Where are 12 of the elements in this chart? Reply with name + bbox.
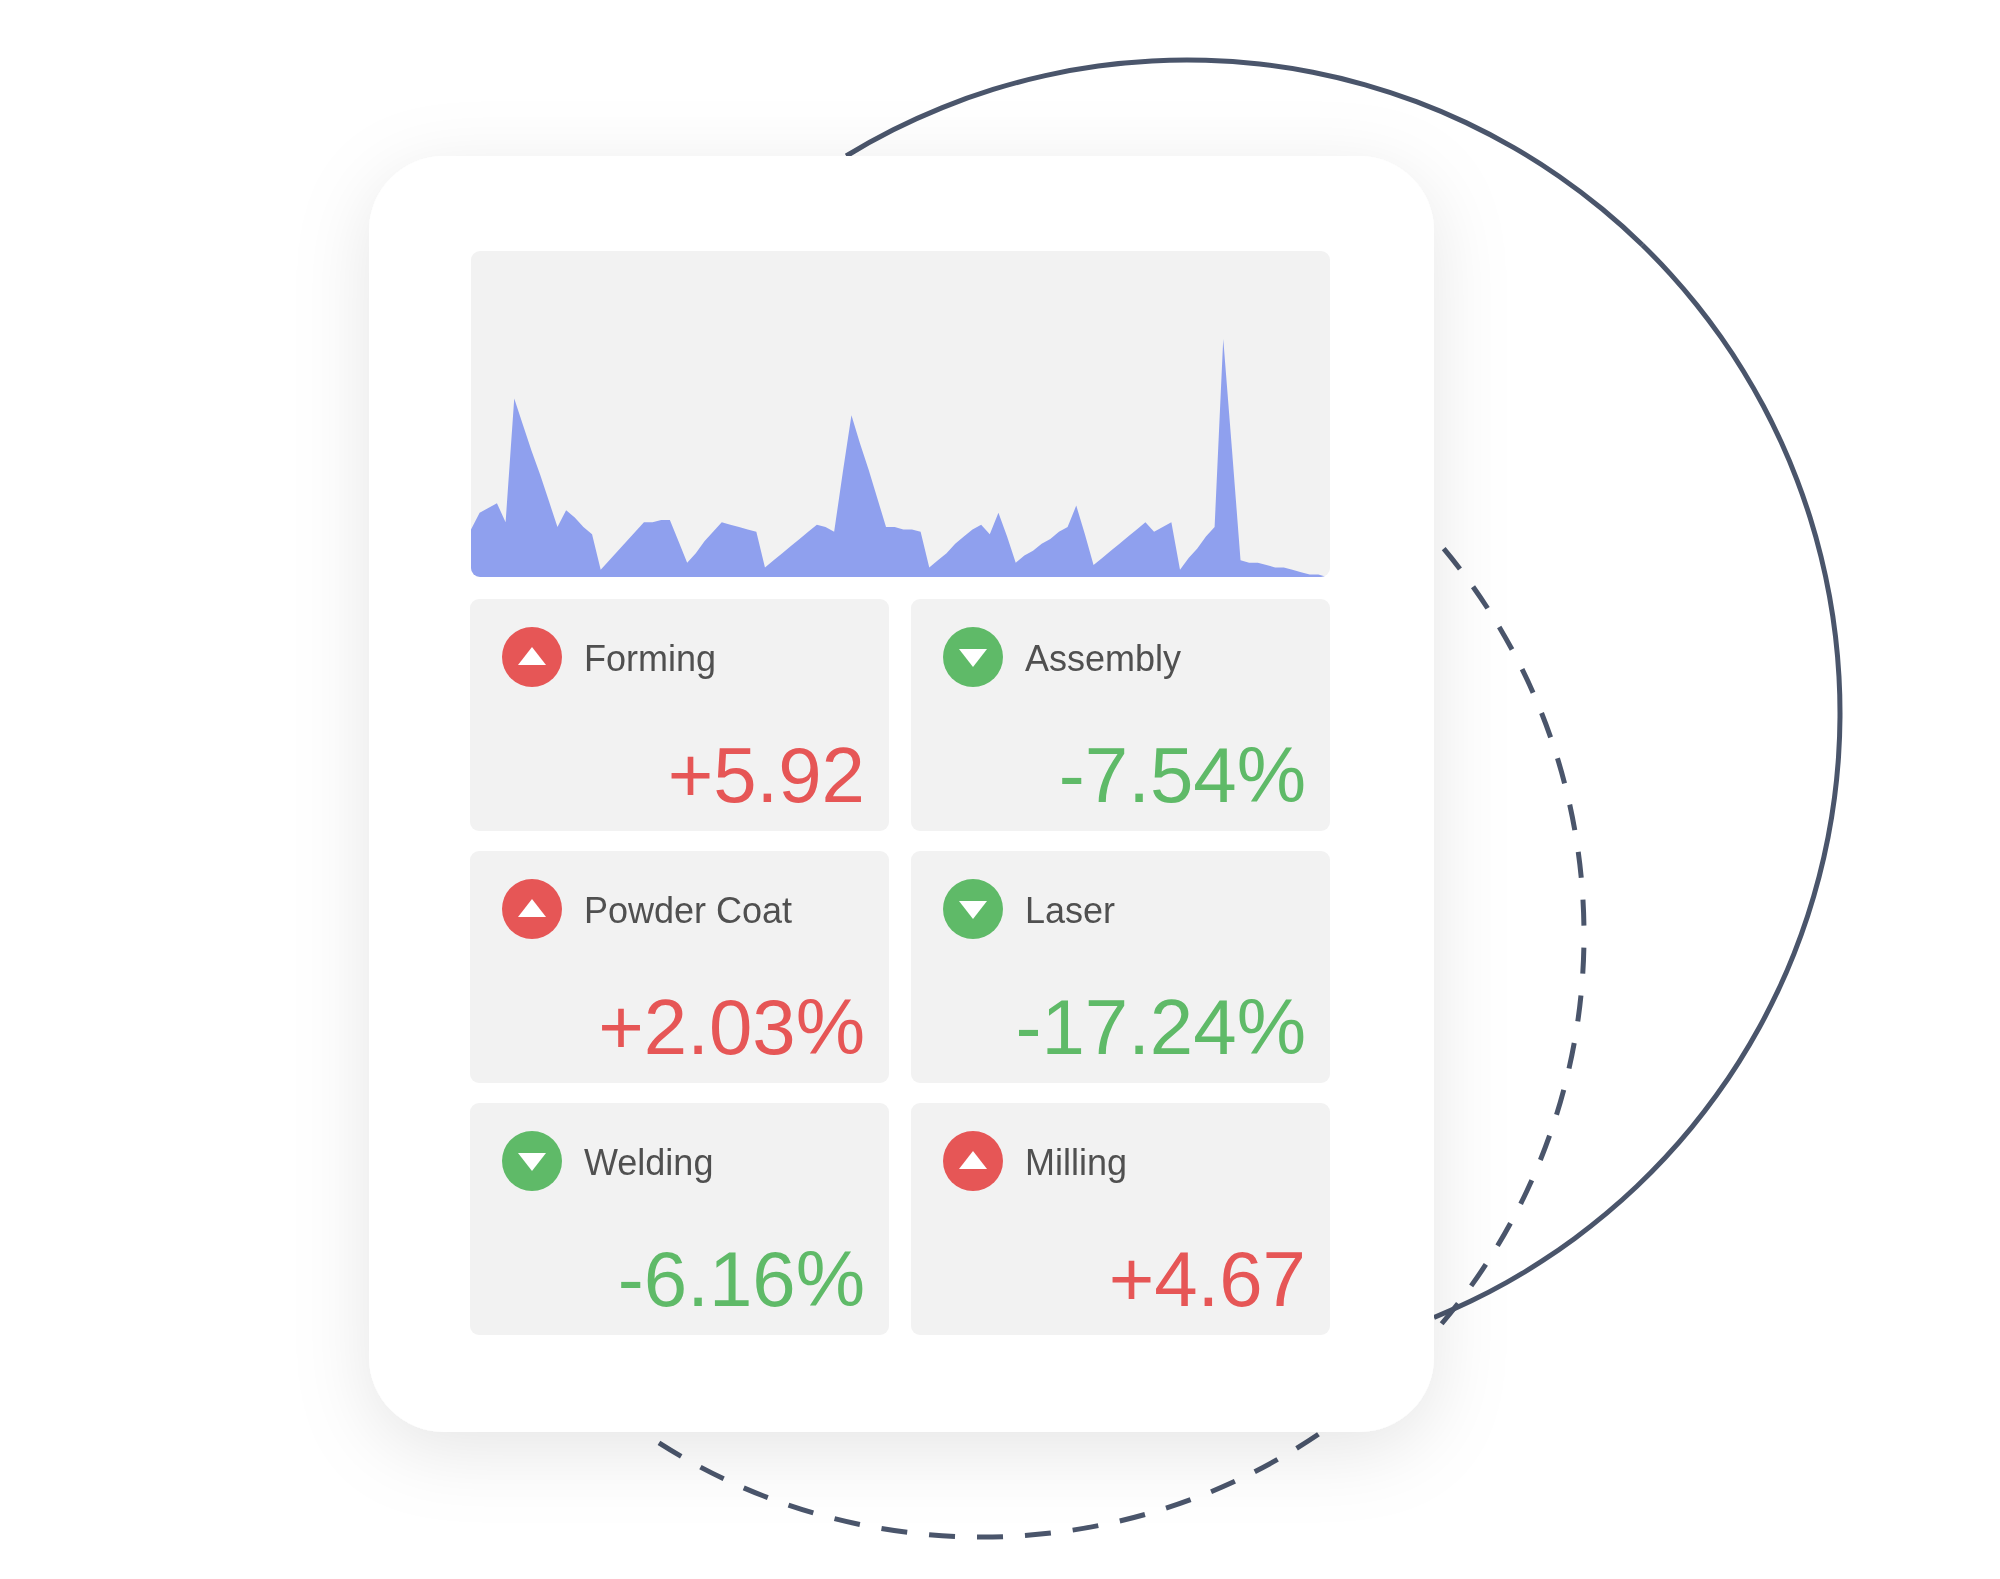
category-label: Laser [1025,890,1116,931]
category-label: Milling [1025,1142,1128,1183]
data-label: +5.92 [667,731,865,819]
category-label: Welding [584,1142,714,1183]
category-label: Powder Coat [584,890,793,931]
category-label: Forming [584,638,717,679]
data-label: -7.54% [1058,731,1306,819]
category-label: Assembly [1025,638,1182,679]
data-label: -17.24% [1015,983,1306,1071]
data-label: -6.16% [617,1235,865,1323]
data-label: +2.03% [598,983,865,1071]
data-label: +4.67 [1108,1235,1306,1323]
